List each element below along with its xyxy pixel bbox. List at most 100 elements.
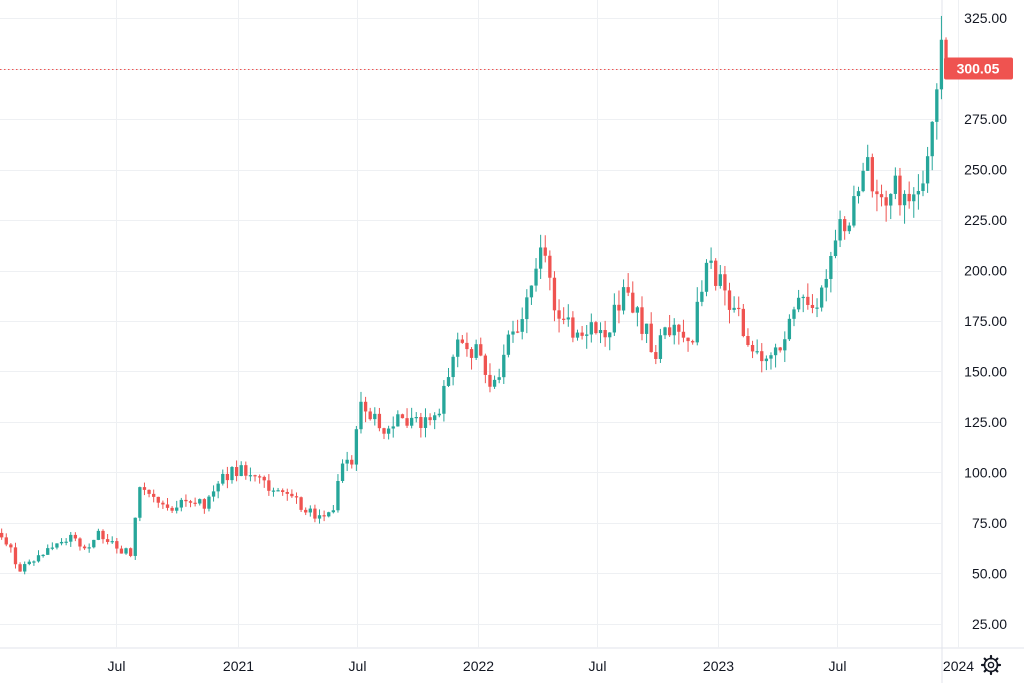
- candle-body: [419, 417, 423, 428]
- candle: [704, 259, 709, 297]
- candle: [631, 281, 635, 314]
- last-price-label: 300.05: [957, 61, 1000, 77]
- candle-body: [492, 379, 497, 387]
- candle: [202, 498, 207, 514]
- candle: [626, 273, 630, 297]
- candle-body: [704, 262, 709, 292]
- candle-body: [723, 274, 727, 291]
- candle: [105, 534, 110, 545]
- candle-body: [363, 401, 368, 412]
- candle-body: [930, 121, 934, 157]
- candle-body: [483, 355, 488, 375]
- candle-body: [414, 417, 418, 419]
- candle: [534, 258, 538, 292]
- candle-body: [294, 496, 299, 498]
- candle: [373, 407, 377, 426]
- candle-body: [69, 534, 73, 542]
- y-tick-label: 100.00: [964, 464, 1007, 480]
- candles[interactable]: [0, 15, 948, 575]
- candle-body: [912, 194, 916, 202]
- candle: [617, 290, 621, 324]
- candle-body: [944, 39, 948, 69]
- candle: [824, 269, 828, 302]
- candle-body: [469, 349, 474, 358]
- candle: [769, 352, 773, 370]
- candle: [128, 547, 133, 558]
- candle-body: [801, 296, 805, 299]
- candle-body: [179, 499, 183, 508]
- price-axis[interactable]: 25.00 50.00 75.00 100.00 125.00 150.00 175.00 2…: [964, 10, 1007, 632]
- candle: [41, 554, 45, 558]
- candle-body: [746, 336, 750, 346]
- candle: [165, 498, 170, 511]
- candle: [350, 455, 354, 469]
- candle-body: [41, 554, 45, 557]
- candle: [718, 265, 722, 289]
- candle: [930, 121, 934, 171]
- candle-body: [847, 225, 851, 232]
- candle-body: [902, 193, 907, 206]
- candle: [612, 293, 617, 336]
- candle-body: [32, 561, 36, 563]
- candle-body: [815, 307, 819, 309]
- candle-body: [939, 39, 944, 90]
- candle-body: [9, 544, 13, 548]
- candle: [806, 283, 810, 310]
- candle-body: [193, 502, 197, 504]
- candle: [211, 485, 216, 502]
- time-axis[interactable]: Jul 2021 Jul 2022 Jul 2023 Jul 2024: [108, 658, 975, 674]
- candle-body: [59, 541, 64, 544]
- candle: [13, 542, 18, 569]
- x-tick-label: Jul: [829, 658, 847, 674]
- candle-body: [806, 296, 810, 305]
- candle-body: [308, 508, 312, 513]
- candle: [580, 326, 584, 340]
- candle: [152, 489, 156, 503]
- candle-body: [221, 473, 225, 484]
- candle-body: [672, 324, 676, 336]
- candle: [912, 187, 916, 218]
- candle: [916, 174, 921, 210]
- candle: [59, 538, 64, 546]
- candle-body: [575, 332, 580, 338]
- y-tick-label: 150.00: [964, 363, 1007, 379]
- candle: [783, 331, 787, 363]
- candle-body: [737, 307, 741, 310]
- candle-body: [621, 287, 626, 311]
- x-tick-label: 2021: [223, 658, 254, 674]
- candle: [110, 536, 114, 544]
- candle: [649, 312, 653, 353]
- candle: [585, 325, 589, 349]
- candle-body: [833, 240, 838, 257]
- candle: [810, 294, 815, 314]
- candle: [893, 167, 898, 200]
- candle: [244, 461, 248, 480]
- candle-body: [796, 297, 801, 310]
- candle-body: [290, 493, 294, 497]
- candle-body: [267, 480, 271, 491]
- candle-body: [456, 339, 460, 357]
- candle: [336, 474, 340, 513]
- candle-body: [585, 334, 589, 336]
- candle: [543, 235, 547, 263]
- candle: [479, 337, 483, 357]
- candle-body: [764, 358, 769, 362]
- candle-body: [124, 548, 128, 554]
- candle: [465, 332, 469, 357]
- candle-body: [741, 308, 745, 337]
- candle: [939, 15, 944, 100]
- candle: [225, 466, 230, 489]
- candle: [746, 328, 750, 347]
- candle: [368, 407, 372, 421]
- candle-body: [239, 465, 243, 477]
- candle: [216, 481, 220, 499]
- candle-body: [760, 351, 764, 362]
- candle: [520, 307, 524, 340]
- candle: [414, 412, 418, 423]
- gear-icon[interactable]: [980, 654, 1002, 676]
- candle: [32, 560, 36, 566]
- candle: [935, 83, 939, 140]
